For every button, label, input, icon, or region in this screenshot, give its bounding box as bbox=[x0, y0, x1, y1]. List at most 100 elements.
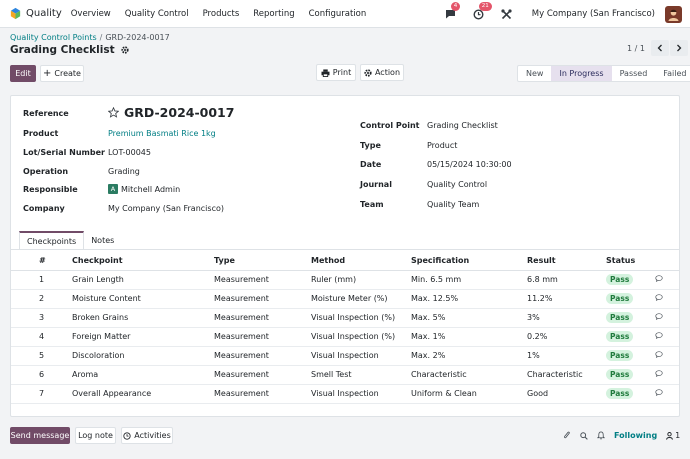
row-result: 0.2% bbox=[527, 327, 606, 347]
breadcrumb-current: GRD-2024-0017 bbox=[105, 33, 170, 42]
star-icon[interactable] bbox=[108, 107, 119, 118]
comment-icon[interactable] bbox=[655, 389, 663, 397]
print-button[interactable]: Print bbox=[316, 64, 356, 81]
row-comment bbox=[655, 365, 679, 385]
comment-icon[interactable] bbox=[655, 332, 663, 340]
messages-badge: 4 bbox=[450, 2, 461, 11]
edit-button[interactable]: Edit bbox=[10, 65, 36, 82]
tab-checkpoints[interactable]: Checkpoints bbox=[19, 231, 85, 250]
action-button[interactable]: Action bbox=[360, 64, 404, 81]
table-row[interactable]: 4 Foreign Matter Measurement Visual Inspect… bbox=[11, 327, 679, 347]
menu-configuration[interactable]: Configuration bbox=[308, 8, 367, 19]
messages-icon[interactable]: 4 bbox=[444, 2, 461, 21]
status-failed[interactable]: Failed bbox=[663, 69, 687, 78]
comment-icon[interactable] bbox=[655, 275, 663, 283]
previous-record-button[interactable] bbox=[651, 40, 669, 56]
comment-icon[interactable] bbox=[655, 294, 663, 302]
systray: 4 21 My Company (San Francisco) bbox=[444, 0, 690, 28]
activities-label: Activities bbox=[134, 431, 171, 440]
lot-label: Lot/Serial Number bbox=[23, 148, 105, 157]
gear-icon[interactable] bbox=[121, 46, 129, 54]
table-row[interactable]: 7 Overall Appearance Measurement Visual Ins… bbox=[11, 384, 679, 404]
paperclip-icon[interactable] bbox=[563, 431, 571, 440]
comment-icon[interactable] bbox=[655, 351, 663, 359]
row-method: Moisture Meter (%) bbox=[311, 289, 411, 309]
breadcrumb-parent[interactable]: Quality Control Points bbox=[10, 33, 97, 42]
followers-button[interactable]: 1 bbox=[666, 431, 680, 440]
row-number: 1 bbox=[11, 270, 72, 290]
row-type: Measurement bbox=[214, 270, 311, 290]
col-specification[interactable]: Specification bbox=[411, 251, 527, 271]
product-value[interactable]: Premium Basmati Rice 1kg bbox=[108, 129, 216, 138]
row-result: 1% bbox=[527, 346, 606, 366]
status-in-progress[interactable]: In Progress bbox=[551, 66, 612, 81]
table-row[interactable]: 2 Moisture Content Measurement Moisture Met… bbox=[11, 289, 679, 309]
row-comment bbox=[655, 289, 679, 309]
clock-icon bbox=[123, 431, 131, 440]
row-result: 6.8 mm bbox=[527, 270, 606, 290]
control-point-value: Grading Checklist bbox=[427, 121, 498, 130]
status-badge: Pass bbox=[606, 350, 634, 361]
page-title-row: Grading Checklist bbox=[10, 44, 129, 56]
activities-button[interactable]: Activities bbox=[121, 427, 173, 444]
send-message-button[interactable]: Send message bbox=[10, 427, 70, 444]
following-toggle[interactable]: Following bbox=[614, 431, 658, 440]
table-row[interactable]: 5 Discoloration Measurement Visual Inspecti… bbox=[11, 346, 679, 366]
col-type[interactable]: Type bbox=[214, 251, 311, 271]
pager-value[interactable]: 1 / 1 bbox=[627, 44, 645, 53]
app-name[interactable]: Quality bbox=[26, 8, 62, 19]
page-title: Grading Checklist bbox=[10, 44, 115, 56]
row-comment bbox=[655, 327, 679, 347]
col-checkpoint[interactable]: Checkpoint bbox=[72, 251, 214, 271]
menu-quality-control[interactable]: Quality Control bbox=[124, 8, 189, 19]
log-note-button[interactable]: Log note bbox=[75, 427, 116, 444]
row-checkpoint: Grain Length bbox=[72, 270, 214, 290]
activity-badge: 21 bbox=[478, 2, 492, 11]
row-checkpoint: Foreign Matter bbox=[72, 327, 214, 347]
create-button[interactable]: + Create bbox=[40, 65, 84, 82]
comment-icon[interactable] bbox=[655, 313, 663, 321]
company-switcher[interactable]: My Company (San Francisco) bbox=[531, 9, 655, 19]
row-number: 6 bbox=[11, 365, 72, 385]
row-number: 7 bbox=[11, 384, 72, 404]
comment-icon[interactable] bbox=[655, 370, 663, 378]
status-passed[interactable]: Passed bbox=[619, 69, 648, 78]
row-type: Measurement bbox=[214, 384, 311, 404]
col-result[interactable]: Result bbox=[527, 251, 606, 271]
control-point-label: Control Point bbox=[360, 121, 420, 130]
menu-overview[interactable]: Overview bbox=[70, 8, 111, 19]
status-badge: Pass bbox=[606, 369, 634, 380]
tab-notes[interactable]: Notes bbox=[91, 236, 115, 245]
row-comment bbox=[655, 384, 679, 404]
menu-products[interactable]: Products bbox=[202, 8, 240, 19]
row-type: Measurement bbox=[214, 308, 311, 328]
printer-icon bbox=[321, 68, 330, 77]
responsible-value[interactable]: A Mitchell Admin bbox=[108, 184, 180, 194]
chevron-left-icon bbox=[657, 44, 662, 52]
status-badge: Pass bbox=[606, 274, 634, 285]
operation-value: Grading bbox=[108, 167, 140, 176]
menu-reporting[interactable]: Reporting bbox=[253, 8, 295, 19]
col-status[interactable]: Status bbox=[606, 251, 655, 271]
product-label: Product bbox=[23, 129, 59, 138]
chatter-actions: Following 1 bbox=[563, 429, 680, 442]
table-row[interactable]: 1 Grain Length Measurement Ruler (mm) Min. 6… bbox=[11, 270, 679, 290]
search-icon[interactable] bbox=[580, 431, 588, 440]
activity-clock-icon[interactable]: 21 bbox=[472, 2, 492, 21]
next-record-button[interactable] bbox=[670, 40, 688, 56]
col-method[interactable]: Method bbox=[311, 251, 411, 271]
quality-app-icon[interactable] bbox=[9, 7, 22, 20]
table-header-row: # Checkpoint Type Method Specification R… bbox=[11, 251, 679, 271]
user-avatar[interactable] bbox=[665, 5, 682, 23]
action-label: Action bbox=[374, 68, 401, 77]
table-row[interactable]: 6 Aroma Measurement Smell Test Characteristi… bbox=[11, 365, 679, 385]
bell-icon[interactable] bbox=[597, 431, 605, 440]
status-new[interactable]: New bbox=[526, 69, 544, 78]
row-checkpoint: Overall Appearance bbox=[72, 384, 214, 404]
col-number[interactable]: # bbox=[11, 251, 72, 271]
row-type: Measurement bbox=[214, 365, 311, 385]
reference-title: GRD-2024-0017 bbox=[108, 105, 234, 120]
table-row[interactable]: 3 Broken Grains Measurement Visual Inspecti… bbox=[11, 308, 679, 328]
tools-icon[interactable] bbox=[500, 7, 514, 21]
print-label: Print bbox=[332, 68, 352, 77]
